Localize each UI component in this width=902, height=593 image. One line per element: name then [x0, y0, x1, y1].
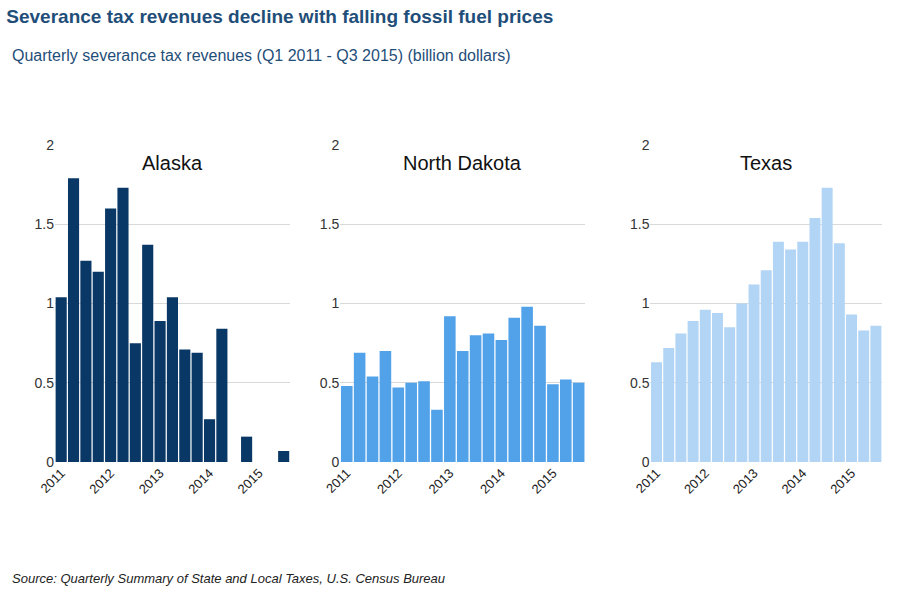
- svg-text:Texas: Texas: [740, 152, 792, 174]
- svg-text:Source: Quarterly Summary of S: Source: Quarterly Summary of State and L…: [12, 571, 445, 586]
- svg-text:0.5: 0.5: [320, 375, 340, 391]
- svg-text:2012: 2012: [374, 466, 405, 497]
- svg-text:2012: 2012: [681, 466, 712, 497]
- svg-text:2014: 2014: [778, 466, 809, 497]
- svg-text:1.5: 1.5: [320, 216, 340, 232]
- svg-text:2015: 2015: [827, 466, 858, 497]
- svg-text:2012: 2012: [86, 466, 117, 497]
- svg-text:0.5: 0.5: [35, 375, 55, 391]
- svg-text:2015: 2015: [529, 466, 560, 497]
- svg-text:2: 2: [332, 137, 340, 153]
- svg-text:0: 0: [332, 454, 340, 470]
- svg-text:Severance tax revenues decline: Severance tax revenues decline with fall…: [6, 6, 553, 27]
- svg-text:2011: 2011: [323, 466, 353, 496]
- svg-text:2011: 2011: [38, 466, 68, 496]
- svg-text:Quarterly severance tax revenu: Quarterly severance tax revenues (Q1 201…: [12, 47, 511, 64]
- svg-text:2014: 2014: [185, 466, 216, 497]
- svg-text:1.5: 1.5: [630, 216, 650, 232]
- svg-text:0.5: 0.5: [630, 375, 650, 391]
- svg-text:2013: 2013: [730, 466, 761, 497]
- svg-text:2015: 2015: [235, 466, 266, 497]
- svg-text:1: 1: [642, 295, 650, 311]
- svg-text:2013: 2013: [425, 466, 456, 497]
- svg-text:0: 0: [642, 454, 650, 470]
- svg-text:0: 0: [46, 454, 54, 470]
- svg-text:North Dakota: North Dakota: [403, 152, 522, 174]
- svg-text:1: 1: [332, 295, 340, 311]
- svg-text:2: 2: [46, 137, 54, 153]
- svg-text:1.5: 1.5: [35, 216, 55, 232]
- svg-text:2011: 2011: [633, 466, 663, 496]
- svg-text:Alaska: Alaska: [142, 152, 203, 174]
- svg-text:2013: 2013: [136, 466, 167, 497]
- svg-text:2: 2: [642, 137, 650, 153]
- svg-text:1: 1: [46, 295, 54, 311]
- svg-text:2014: 2014: [477, 466, 508, 497]
